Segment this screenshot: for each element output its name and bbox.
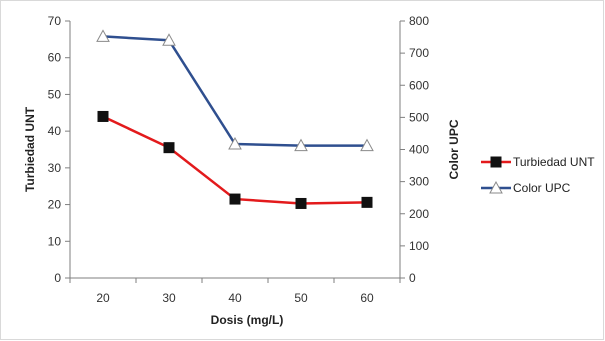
- x-tick-label: 40: [228, 291, 242, 305]
- turbiedad-unt-point: [229, 193, 241, 205]
- right-axis-title: Color UPC: [447, 119, 461, 179]
- right-tick-label: 200: [409, 207, 429, 221]
- legend-color-upc-marker: [489, 180, 503, 194]
- left-tick-label: 20: [48, 198, 62, 212]
- legend-turbiedad-unt-label: Turbiedad UNT: [513, 155, 595, 169]
- turbiedad-unt-point: [361, 196, 373, 208]
- left-tick-label: 10: [48, 234, 62, 248]
- left-tick-label: 30: [48, 161, 62, 175]
- right-tick-label: 500: [409, 110, 429, 124]
- turbiedad-unt-point: [163, 142, 175, 154]
- legend-color-upc-label: Color UPC: [513, 181, 571, 195]
- x-axis-title: Dosis (mg/L): [211, 313, 284, 327]
- right-tick-label: 800: [409, 14, 429, 28]
- x-tick-label: 20: [96, 291, 110, 305]
- x-tick-label: 60: [360, 291, 374, 305]
- color-upc-point: [96, 29, 110, 42]
- turbiedad-unt-point: [295, 197, 307, 209]
- left-tick-label: 40: [48, 124, 62, 138]
- right-tick-label: 400: [409, 143, 429, 157]
- color-upc-point: [294, 138, 308, 152]
- right-tick-label: 0: [409, 271, 416, 285]
- color-upc-point: [228, 136, 242, 150]
- color-upc-line: [102, 35, 367, 147]
- turbiedad-unt-point: [97, 110, 109, 122]
- x-tick-label: 30: [162, 291, 176, 305]
- right-tick-label: 600: [409, 78, 429, 92]
- left-axis-title: Turbiedad UNT: [23, 106, 37, 192]
- left-tick-label: 50: [48, 87, 62, 101]
- right-tick-label: 100: [409, 239, 429, 253]
- left-tick-label: 0: [54, 271, 61, 285]
- right-tick-label: 700: [409, 46, 429, 60]
- legend-turbiedad-unt-marker: [490, 156, 502, 168]
- color-upc-point: [360, 138, 374, 152]
- color-upc-point: [162, 33, 176, 46]
- turbiedad-unt-line: [102, 115, 368, 205]
- left-tick-label: 60: [48, 51, 62, 65]
- right-tick-label: 300: [409, 175, 429, 189]
- left-tick-label: 70: [48, 14, 62, 28]
- x-tick-label: 50: [294, 291, 308, 305]
